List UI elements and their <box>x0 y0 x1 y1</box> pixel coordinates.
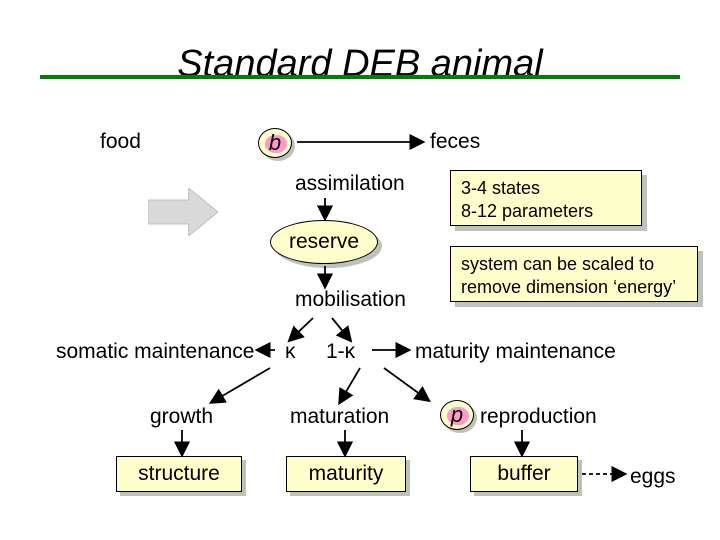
b-bubble: b <box>258 128 292 158</box>
structure-node: structure <box>116 456 242 492</box>
info2-line2: remove dimension ‘energy’ <box>461 276 687 299</box>
label-reproduction: reproduction <box>480 405 597 429</box>
info1-line1: 3-4 states <box>461 177 631 200</box>
reserve-node: reserve <box>270 220 378 264</box>
label-growth: growth <box>150 405 213 429</box>
label-food: food <box>100 130 141 154</box>
label-maturation: maturation <box>290 405 389 429</box>
input-arrow-icon <box>148 188 218 236</box>
label-feces: feces <box>430 130 480 154</box>
info-box-scaling: system can be scaled to remove dimension… <box>450 246 698 302</box>
info1-line2: 8-12 parameters <box>461 200 631 223</box>
info-box-states: 3-4 states 8-12 parameters <box>450 170 642 226</box>
label-maturity-maintenance: maturity maintenance <box>415 340 616 364</box>
buffer-node: buffer <box>470 456 578 492</box>
title-underline <box>40 75 680 79</box>
p-bubble: p <box>440 400 474 430</box>
label-eggs: eggs <box>630 465 676 489</box>
maturity-node: maturity <box>286 456 406 492</box>
label-somatic-maintenance: somatic maintenance <box>56 340 254 364</box>
p-bubble-text: p <box>451 402 463 427</box>
info2-line1: system can be scaled to <box>461 253 687 276</box>
page-title: Standard DEB animal <box>0 43 720 86</box>
b-bubble-text: b <box>269 130 281 155</box>
label-assimilation: assimilation <box>295 172 405 196</box>
label-mobilisation: mobilisation <box>295 288 406 312</box>
label-one-minus-kappa: 1-κ <box>326 340 355 364</box>
label-kappa: κ <box>285 340 296 364</box>
